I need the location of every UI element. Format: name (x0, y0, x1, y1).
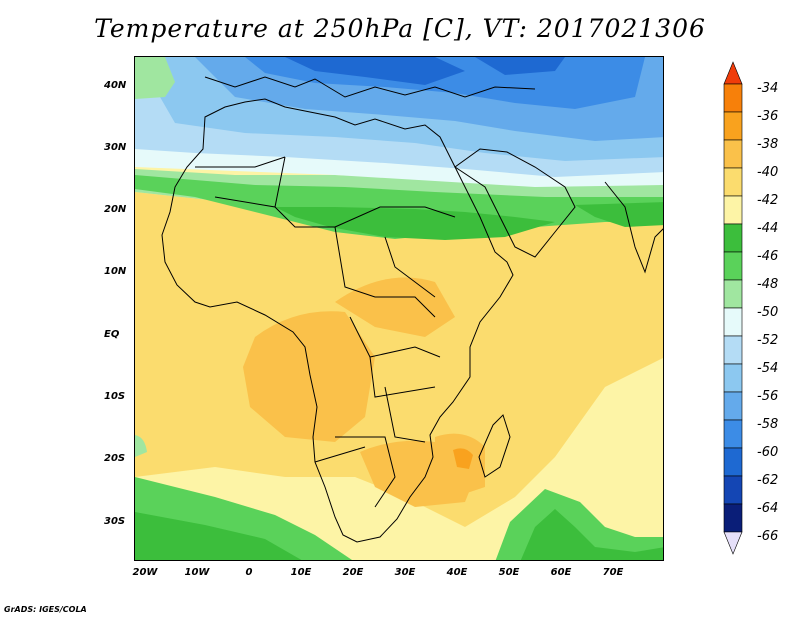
field-green-se-dark (520, 509, 663, 560)
map-canvas (135, 57, 663, 560)
field-light-green-nw (135, 57, 175, 99)
colorbar-swatch-14 (723, 447, 743, 477)
colorbar-label-46: -46 (757, 249, 779, 264)
lat-label-40n: 40N (104, 80, 127, 91)
coastlines-borders (161, 76, 663, 543)
colorbar-label-62: -62 (757, 473, 779, 488)
colorbar-swatch-3 (723, 139, 743, 169)
lat-label-30n: 30N (104, 142, 127, 153)
colorbar-label-54: -54 (757, 361, 779, 376)
colorbar (723, 61, 743, 555)
colorbar-swatch-11 (723, 363, 743, 393)
colorbar-label-50: -50 (757, 305, 779, 320)
field-darker-blue (285, 57, 465, 85)
field-yellow-tropics (135, 192, 663, 527)
india-coastline (604, 181, 663, 274)
field-orange-west (243, 311, 375, 442)
field-deep-orange (453, 448, 473, 469)
colorbar-swatch-8 (723, 279, 743, 309)
lat-label-30s: 30S (104, 516, 126, 527)
field-green-south-dark (135, 512, 302, 560)
lat-label-20n: 20N (104, 204, 127, 215)
colorbar-swatch-4 (723, 167, 743, 197)
lat-label-10n: 10N (104, 266, 127, 277)
field-green-band-dark (275, 207, 555, 240)
plot-title: Temperature at 250hPa [C], VT: 201702130… (94, 14, 706, 43)
colorbar-label-56: -56 (757, 389, 779, 404)
field-green-band-dark-east (575, 202, 663, 227)
colorbar-label-40: -40 (757, 165, 779, 180)
arabia-coastline (454, 148, 576, 258)
colorbar-swatch-9 (723, 307, 743, 337)
europe-coast (204, 76, 536, 98)
colorbar-swatch-7 (723, 251, 743, 281)
colorbar-label-66: -66 (757, 529, 779, 544)
lon-label-20w: 20W (132, 567, 158, 578)
colorbar-swatch-2 (723, 111, 743, 141)
colorbar-label-58: -58 (757, 417, 779, 432)
colorbar-label-36: -36 (757, 109, 779, 124)
field-green-west (135, 435, 147, 457)
field-orange-north (335, 277, 455, 337)
colorbar-label-60: -60 (757, 445, 779, 460)
colorbar-swatches (723, 61, 743, 555)
lat-label-10s: 10S (104, 391, 126, 402)
temperature-map (134, 56, 664, 561)
lon-label-10e: 10E (290, 567, 312, 578)
lat-label-20s: 20S (104, 453, 126, 464)
madagascar-coastline (478, 414, 511, 478)
lon-label-10w: 10W (184, 567, 210, 578)
colorbar-label-38: -38 (757, 137, 779, 152)
colorbar-swatch-10 (723, 335, 743, 365)
colorbar-swatch-12 (723, 391, 743, 421)
colorbar-swatch-6 (723, 223, 743, 253)
field-darker-blue-2 (475, 57, 565, 75)
lat-label-eq: EQ (104, 329, 120, 340)
grads-credit: GrADS: IGES/COLA (4, 605, 87, 614)
colorbar-swatch-15 (723, 475, 743, 505)
lon-label-30e: 30E (394, 567, 416, 578)
colorbar-label-52: -52 (757, 333, 779, 348)
africa-coastline (161, 98, 514, 543)
colorbar-label-64: -64 (757, 501, 779, 516)
lon-label-50e: 50E (498, 567, 520, 578)
colorbar-label-44: -44 (757, 221, 779, 236)
colorbar-label-34: -34 (757, 81, 779, 96)
border-lines (195, 156, 456, 508)
colorbar-label-48: -48 (757, 277, 779, 292)
lon-label-0: 0 (245, 567, 253, 578)
lon-label-20e: 20E (342, 567, 364, 578)
colorbar-swatch-17 (723, 531, 743, 555)
colorbar-label-42: -42 (757, 193, 779, 208)
lon-label-70e: 70E (602, 567, 624, 578)
colorbar-swatch-16 (723, 503, 743, 533)
colorbar-swatch-5 (723, 195, 743, 225)
colorbar-swatch-1 (723, 83, 743, 113)
lon-label-40e: 40E (446, 567, 468, 578)
colorbar-swatch-13 (723, 419, 743, 449)
colorbar-swatch-0 (723, 61, 743, 85)
lon-label-60e: 60E (550, 567, 572, 578)
